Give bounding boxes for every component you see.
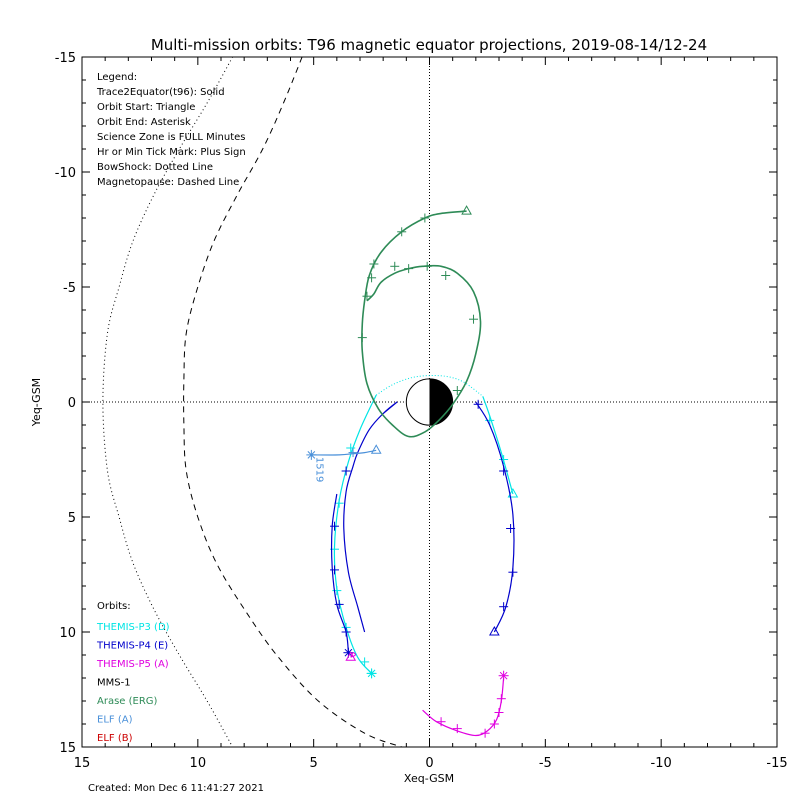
orbit-legend-entry: MMS-1 <box>97 678 131 689</box>
x-axis-label: Xeq-GSM <box>404 772 454 785</box>
themis-p4-e-trace <box>475 401 515 633</box>
legend: Legend: Trace2Equator(t96): Solid Orbit St… <box>96 72 246 188</box>
themis-p3-d-dotted-line <box>375 375 484 397</box>
arase-erg-start-marker <box>461 205 472 215</box>
elf-a-trace <box>311 449 377 456</box>
orbit-legend-entry: ELF (A) <box>97 715 133 726</box>
themis-p4-e-trace <box>343 401 398 633</box>
created-timestamp: Created: Mon Dec 6 11:41:27 2021 <box>88 783 264 794</box>
x-tick-label: -15 <box>766 756 787 771</box>
orbit-legend-entry: THEMIS-P5 (A) <box>96 659 169 670</box>
legend-line: Orbit Start: Triangle <box>97 102 195 113</box>
bow-shock-line <box>102 57 234 747</box>
x-tick-label: 0 <box>425 756 433 771</box>
orbit-legend-entry: THEMIS-P3 (D) <box>96 622 170 633</box>
elf-a-end-marker <box>307 451 316 459</box>
themis-p3-d-trace <box>333 394 377 674</box>
magnetopause-line <box>183 57 402 747</box>
themis-p3-d-end-marker <box>367 669 376 678</box>
legend-line: BowShock: Dotted Line <box>97 162 213 173</box>
y-tick-label: 10 <box>59 626 76 641</box>
legend-line: Science Zone is FULL Minutes <box>97 132 246 143</box>
themis-p3-d-trace <box>482 396 514 495</box>
earth-night-side <box>429 378 453 426</box>
legend-line: Orbit End: Asterisk <box>97 117 191 128</box>
legend-line: Hr or Min Tick Mark: Plus Sign <box>97 147 246 158</box>
orbit-legend-entry: Arase (ERG) <box>97 696 158 707</box>
y-axis-label: Yeq-GSM <box>30 378 43 427</box>
themis-p3-d-start-marker <box>507 487 519 498</box>
themis-p4-e-end-marker <box>344 648 353 657</box>
y-tick-label: 0 <box>68 396 76 411</box>
chart-title: Multi-mission orbits: T96 magnetic equat… <box>151 36 707 54</box>
y-tick-label: -15 <box>55 51 76 66</box>
themis-p5-a-start-marker <box>345 651 357 661</box>
y-tick-label: 15 <box>59 741 76 756</box>
legend-line: Magnetopause: Dashed Line <box>97 177 239 188</box>
orbit-legend-entry: THEMIS-P4 (E) <box>96 641 168 652</box>
x-tick-label: 10 <box>190 756 207 771</box>
y-tick-label: -5 <box>63 281 76 296</box>
themis-p5-a-end-marker <box>499 671 508 680</box>
themis-p4-e-start-marker <box>489 625 500 636</box>
elf-a-start-marker <box>370 444 382 454</box>
orbit-legend-entry: ELF (B) <box>97 733 133 744</box>
x-tick-label: 5 <box>310 756 318 771</box>
y-tick-label: -10 <box>55 166 76 181</box>
legend-line: Legend: <box>97 72 137 83</box>
themis-p5-a-trace <box>422 677 505 737</box>
x-tick-label: -5 <box>539 756 552 771</box>
elf-a-annotation: 1519 <box>313 457 324 482</box>
orbits-heading: Orbits: <box>97 601 131 612</box>
x-tick-label: 15 <box>74 756 91 771</box>
x-tick-label: -10 <box>651 756 672 771</box>
legend-line: Trace2Equator(t96): Solid <box>96 87 225 98</box>
y-tick-label: 5 <box>68 511 76 526</box>
orbits-legend: Orbits: THEMIS-P3 (D) THEMIS-P4 (E) THEMIS-… <box>96 601 170 744</box>
